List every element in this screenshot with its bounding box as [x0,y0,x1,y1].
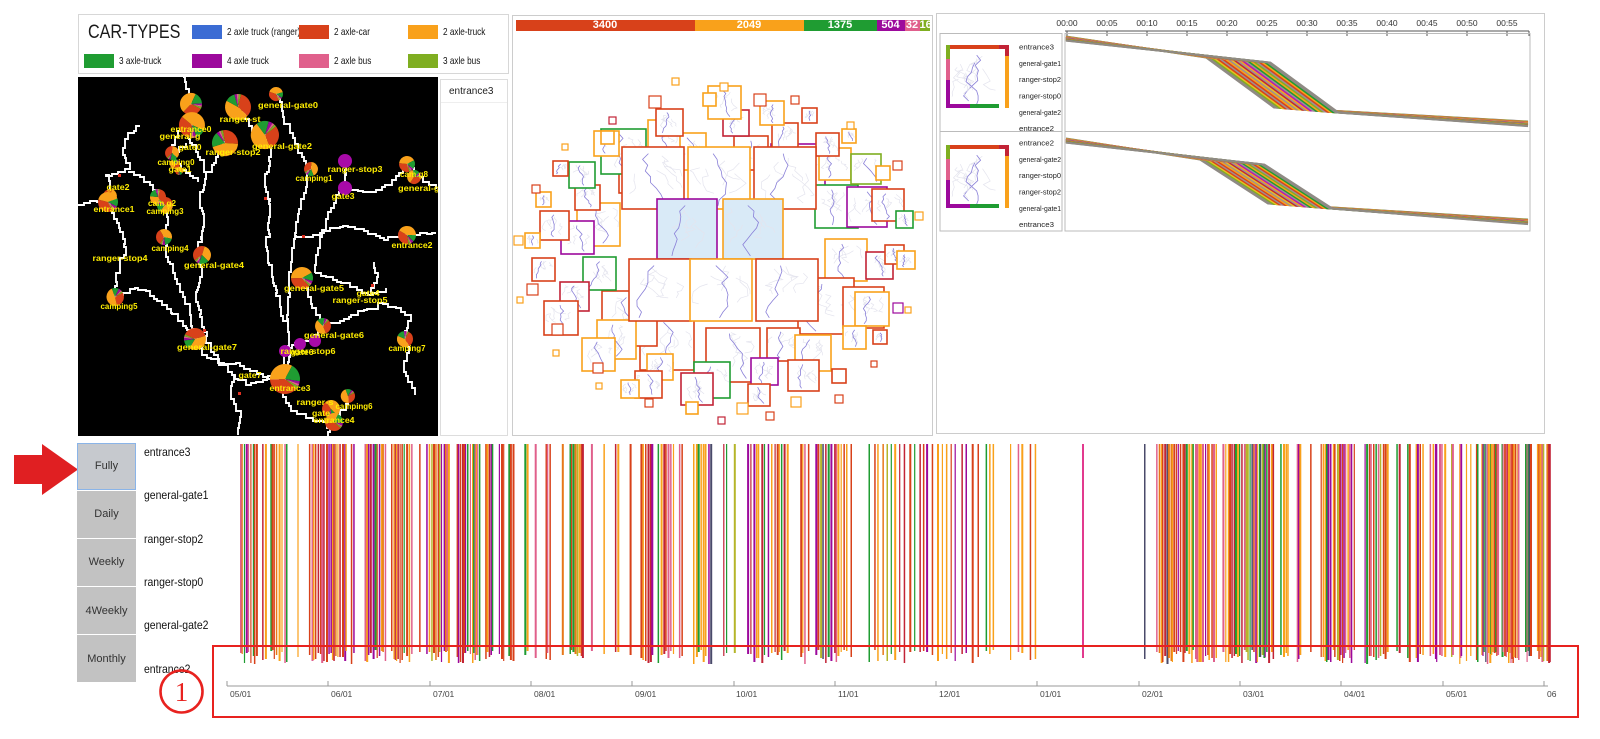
svg-text:gate3: gate3 [332,191,355,201]
svg-text:00:35: 00:35 [1336,18,1358,28]
svg-text:00:50: 00:50 [1456,18,1478,28]
svg-text:general-gate1: general-gate1 [1019,59,1061,68]
svg-text:entrance2: entrance2 [1019,124,1054,133]
svg-text:camping7: camping7 [389,343,426,353]
svg-text:camping0: camping0 [158,157,195,167]
svg-text:entrance1: entrance1 [94,204,135,214]
svg-text:00:15: 00:15 [1176,18,1198,28]
svg-text:ranger-stop3: ranger-stop3 [328,164,383,174]
svg-text:ranger-stop6: ranger-stop6 [281,346,336,356]
svg-text:gate: gate [312,408,330,418]
svg-text:00:45: 00:45 [1416,18,1438,28]
svg-text:general-gate6: general-gate6 [304,330,364,340]
svg-text:cam g2: cam g2 [148,198,176,208]
svg-text:02/01: 02/01 [1142,689,1164,699]
svg-text:entrance4: entrance4 [314,415,355,425]
svg-text:general-gate7: general-gate7 [177,342,237,352]
svg-text:00:55: 00:55 [1496,18,1518,28]
svg-text:camping1: camping1 [296,173,333,183]
svg-text:general-gate2: general-gate2 [252,141,312,151]
svg-text:ranger-stop4: ranger-stop4 [93,253,148,263]
svg-text:general-gate2: general-gate2 [1019,155,1061,164]
svg-text:ranger-s: ranger-s [297,397,334,407]
svg-text:general-gate3: general-gate3 [398,183,438,193]
svg-text:01/01: 01/01 [1040,689,1062,699]
svg-text:ranger-stop2: ranger-stop2 [1019,188,1061,197]
svg-text:gate1: gate1 [169,164,192,174]
svg-text:general-g: general-g [160,131,201,141]
svg-text:camping3: camping3 [147,206,184,216]
svg-text:03/01: 03/01 [1243,689,1265,699]
svg-text:general-gate0: general-gate0 [258,100,318,110]
svg-text:general-gate5: general-gate5 [284,283,344,293]
svg-text:05/01: 05/01 [1446,689,1468,699]
svg-text:ranger-stop2: ranger-stop2 [206,147,261,157]
svg-text:ranger-stop0: ranger-stop0 [1019,92,1061,101]
svg-text:entrance3: entrance3 [270,383,311,393]
svg-text:cam g8: cam g8 [400,169,428,179]
svg-text:00:25: 00:25 [1256,18,1278,28]
svg-text:camping4: camping4 [152,243,189,253]
svg-text:camping6: camping6 [336,401,373,411]
svg-text:entrance3: entrance3 [1019,43,1054,52]
svg-text:ranger-stop5: ranger-stop5 [333,295,388,305]
svg-text:gate6: gate6 [291,347,314,357]
svg-text:ranger-stop2: ranger-stop2 [1019,75,1061,84]
svg-text:general-gate2: general-gate2 [1019,108,1061,117]
svg-text:camping5: camping5 [101,301,138,311]
svg-text:00:30: 00:30 [1296,18,1318,28]
svg-text:general-gate1: general-gate1 [1019,204,1061,213]
svg-text:07/01: 07/01 [433,689,455,699]
svg-text:ranger-stop0: ranger-stop0 [1019,171,1061,180]
svg-text:gate7: gate7 [239,370,262,380]
svg-text:gate0: gate0 [179,142,202,152]
svg-text:06: 06 [1547,689,1557,699]
svg-text:ranger-st: ranger-st [220,114,261,124]
svg-text:entrance3: entrance3 [1019,220,1054,229]
svg-text:06/01: 06/01 [331,689,353,699]
svg-text:05/01: 05/01 [230,689,252,699]
svg-text:gate2: gate2 [107,182,130,192]
svg-text:00:10: 00:10 [1136,18,1158,28]
svg-text:general-gate4: general-gate4 [184,260,244,270]
svg-text:10/01: 10/01 [736,689,758,699]
svg-text:11/01: 11/01 [838,689,859,699]
svg-text:1: 1 [175,677,189,707]
svg-text:gate4: gate4 [357,288,380,298]
svg-text:entrance0: entrance0 [171,124,212,134]
svg-text:entrance2: entrance2 [1019,139,1054,148]
svg-text:04/01: 04/01 [1344,689,1366,699]
svg-text:00:05: 00:05 [1096,18,1118,28]
svg-text:00:40: 00:40 [1376,18,1398,28]
svg-text:08/01: 08/01 [534,689,556,699]
svg-text:00:20: 00:20 [1216,18,1238,28]
svg-text:09/01: 09/01 [635,689,657,699]
svg-text:entrance2: entrance2 [392,240,433,250]
svg-text:00:00: 00:00 [1056,18,1078,28]
svg-text:12/01: 12/01 [939,689,961,699]
